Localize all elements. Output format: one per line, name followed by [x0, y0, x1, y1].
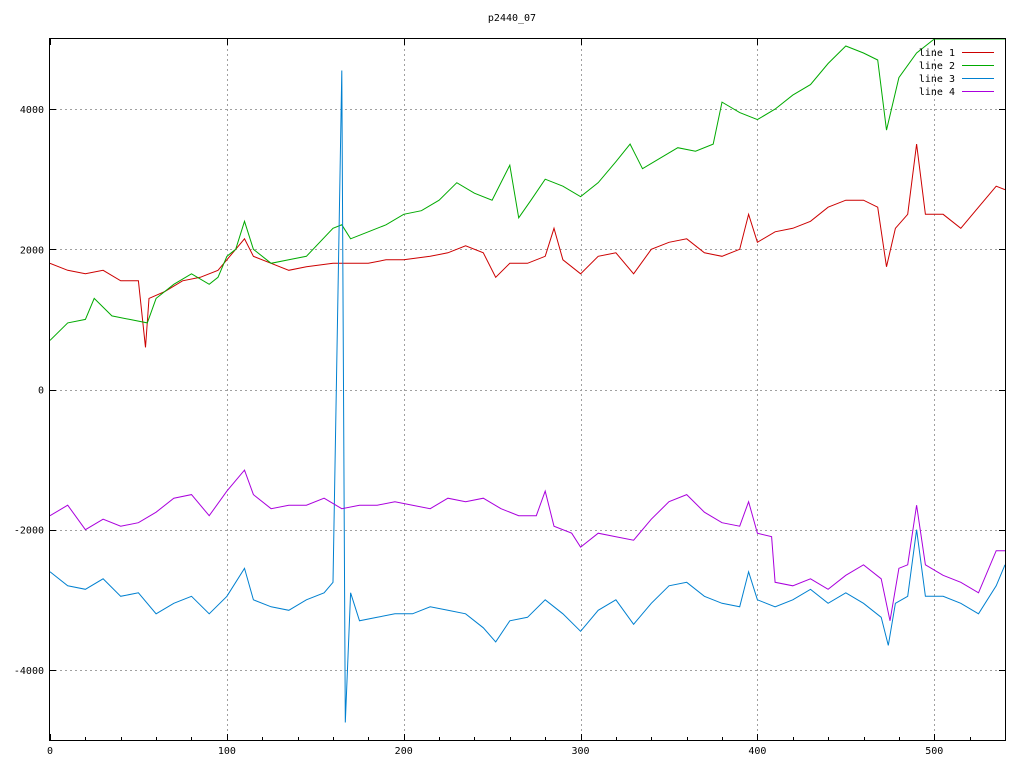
y-tick-label: -4000 — [14, 666, 44, 677]
legend-label-4: line 4 — [919, 87, 955, 98]
chart-title: p2440_07 — [488, 13, 536, 24]
x-tick-label: 300 — [572, 746, 590, 757]
x-tick-label: 200 — [395, 746, 413, 757]
grid — [50, 39, 1005, 740]
legend-label-2: line 2 — [919, 61, 955, 72]
y-tick-label: 4000 — [20, 105, 44, 116]
series-lines — [50, 39, 1005, 723]
legend-label-1: line 1 — [919, 48, 955, 59]
series-line-1 — [50, 144, 1005, 348]
series-line-2 — [50, 39, 1005, 341]
series-line-4 — [50, 469, 1005, 621]
x-tick-label: 400 — [748, 746, 766, 757]
y-tick-label: -2000 — [14, 526, 44, 537]
legend-label-3: line 3 — [919, 74, 955, 85]
legend: line 1 line 2 line 3 line 4 — [919, 48, 994, 98]
x-tick-label: 0 — [47, 746, 53, 757]
x-tick-label: 500 — [925, 746, 943, 757]
series-line-3 — [50, 70, 1005, 723]
axis-ticks: 0 100 200 300 400 500 -4000 -2000 0 2000 4000 — [14, 39, 1006, 757]
y-tick-label: 2000 — [20, 245, 44, 256]
x-tick-label: 100 — [218, 746, 236, 757]
plot-frame — [49, 38, 1006, 741]
y-tick-label: 0 — [38, 386, 44, 397]
